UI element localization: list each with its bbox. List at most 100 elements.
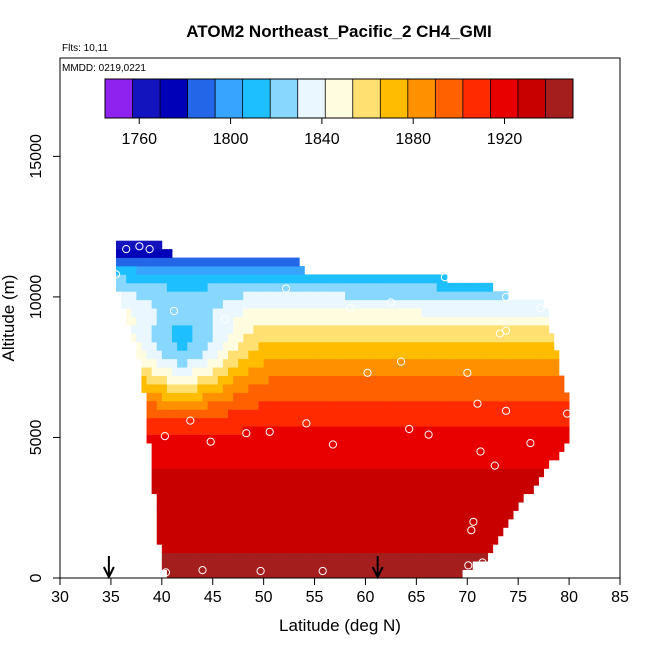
- heatmap-cell: [238, 282, 244, 292]
- heatmap-cell: [370, 282, 377, 292]
- heatmap-cell: [212, 443, 219, 452]
- heatmap-cell: [166, 299, 173, 309]
- heatmap-cell: [258, 527, 265, 537]
- heatmap-cell: [375, 341, 382, 351]
- heatmap-cell: [513, 476, 519, 486]
- heatmap-cell: [477, 299, 483, 309]
- heatmap-cell: [329, 544, 336, 554]
- heatmap-cell: [416, 291, 422, 301]
- heatmap-cell: [431, 308, 438, 317]
- heatmap-cell: [289, 341, 295, 351]
- heatmap-cell: [212, 569, 219, 578]
- heatmap-cell: [309, 417, 315, 427]
- heatmap-cell: [207, 518, 214, 528]
- heatmap-cell: [243, 569, 249, 578]
- heatmap-cell: [497, 400, 504, 410]
- heatmap-cell: [238, 409, 244, 419]
- heatmap-cell: [508, 468, 514, 478]
- heatmap-cell: [472, 358, 478, 368]
- heatmap-cell: [385, 468, 392, 478]
- heatmap-cell: [482, 426, 489, 436]
- heatmap-cell: [502, 476, 509, 486]
- heatmap-cell: [523, 375, 529, 385]
- heatmap-cell: [477, 308, 483, 317]
- heatmap-cell: [217, 409, 224, 419]
- heatmap-cell: [187, 417, 193, 427]
- heatmap-cell: [319, 510, 326, 520]
- heatmap-cell: [497, 426, 504, 436]
- heatmap-cell: [334, 291, 341, 301]
- sample-point: [501, 292, 511, 301]
- heatmap-cell: [446, 476, 453, 486]
- heatmap-cell: [304, 459, 310, 469]
- heatmap-cell: [334, 282, 341, 292]
- heatmap-cell: [411, 274, 417, 284]
- heatmap-cell: [375, 274, 382, 284]
- heatmap-cell: [177, 510, 183, 520]
- heatmap-cell: [487, 544, 494, 554]
- heatmap-cell: [299, 274, 305, 284]
- heatmap-cell: [161, 282, 168, 292]
- heatmap-cell: [497, 299, 504, 309]
- heatmap-cell: [401, 282, 407, 292]
- heatmap-cell: [390, 341, 397, 351]
- heatmap-cell: [268, 468, 275, 478]
- heatmap-cell: [350, 502, 356, 511]
- heatmap-cell: [268, 569, 275, 578]
- heatmap-cell: [380, 384, 387, 393]
- heatmap-cell: [182, 476, 188, 486]
- heatmap-cell: [538, 443, 545, 452]
- heatmap-cell: [452, 535, 458, 545]
- heatmap-cell: [217, 266, 224, 275]
- heatmap-cell: [238, 518, 244, 528]
- heatmap-cell: [207, 375, 214, 385]
- heatmap-cell: [523, 409, 529, 419]
- plot-frame: [59, 57, 621, 579]
- heatmap-cell: [472, 392, 478, 402]
- heatmap-cell: [462, 333, 468, 343]
- heatmap-cell: [334, 325, 341, 334]
- heatmap-cell: [411, 291, 417, 301]
- heatmap-cell: [166, 459, 173, 469]
- heatmap-cell: [477, 426, 483, 436]
- heatmap-cell: [324, 409, 331, 419]
- heatmap-cell: [406, 375, 412, 385]
- heatmap-cell: [197, 409, 203, 419]
- heatmap-cell: [182, 400, 188, 410]
- heatmap-cell: [222, 569, 229, 578]
- heatmap-cell: [294, 266, 300, 275]
- heatmap-cell: [385, 518, 392, 528]
- heatmap-cell: [513, 459, 519, 469]
- heatmap-cell: [299, 510, 305, 520]
- heatmap-cell: [365, 426, 371, 436]
- heatmap-cell: [329, 561, 336, 570]
- heatmap-cell: [304, 308, 310, 317]
- heatmap-cell: [375, 316, 382, 326]
- heatmap-cell: [360, 392, 366, 402]
- heatmap-cell: [380, 299, 387, 309]
- heatmap-cell: [446, 434, 453, 444]
- heatmap-cell: [314, 417, 321, 427]
- heatmap-cell: [502, 459, 509, 469]
- heatmap-cell: [304, 325, 310, 334]
- heatmap-cell: [222, 493, 229, 503]
- heatmap-cell: [380, 569, 387, 578]
- heatmap-cell: [528, 451, 534, 461]
- heatmap-cell: [243, 375, 249, 385]
- heatmap-cell: [177, 282, 183, 292]
- heatmap-cell: [472, 384, 478, 393]
- heatmap-cell: [416, 451, 422, 461]
- heatmap-cell: [401, 459, 407, 469]
- colorbar-segment: [435, 79, 464, 118]
- heatmap-cell: [452, 308, 458, 317]
- heatmap-cell: [233, 459, 239, 469]
- heatmap-cell: [497, 417, 504, 427]
- heatmap-cell: [548, 367, 555, 377]
- heatmap-cell: [116, 240, 122, 250]
- heatmap-cell: [166, 518, 173, 528]
- heatmap-cell: [340, 274, 346, 284]
- heatmap-cell: [324, 443, 331, 452]
- heatmap-cell: [472, 341, 478, 351]
- heatmap-cell: [151, 240, 158, 250]
- heatmap-cell: [334, 426, 341, 436]
